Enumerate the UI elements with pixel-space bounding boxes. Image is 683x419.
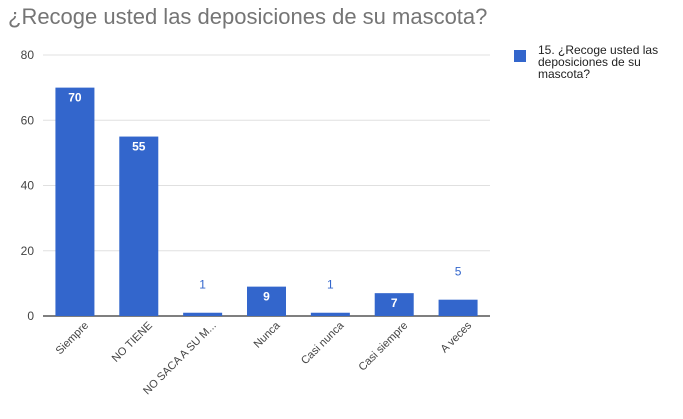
data-label: 1 [199,278,206,292]
bar [438,299,478,316]
bar [119,136,159,316]
y-tick-label: 0 [27,309,34,323]
y-tick-label: 40 [21,179,35,193]
data-label: 55 [132,140,146,154]
bar [374,293,414,316]
bar [183,312,223,316]
x-tick-label: NO SACA A SU M... [141,320,219,398]
legend-label: 15. ¿Recoge usted las deposiciones de su… [538,43,659,81]
legend-swatch [514,50,526,62]
x-tick-label: Casi nunca [299,319,347,367]
x-tick-label: Nunca [252,319,284,351]
data-label: 9 [263,290,270,304]
data-label: 7 [391,296,398,310]
y-tick-label: 20 [21,244,35,258]
x-tick-label: NO TIENE [110,320,155,365]
bar [55,87,95,316]
y-tick-label: 80 [21,48,35,62]
data-label: 5 [455,265,462,279]
bar [310,312,350,316]
y-tick-label: 60 [21,113,35,127]
x-tick-label: Casi siempre [356,320,410,374]
chart-title: ¿Recoge usted las deposiciones de su mas… [8,4,488,29]
x-tick-label: A veces [438,319,474,355]
bar [247,286,286,316]
x-tick-label: Siempre [54,320,91,357]
data-label: 1 [327,278,334,292]
data-label: 70 [68,91,82,105]
